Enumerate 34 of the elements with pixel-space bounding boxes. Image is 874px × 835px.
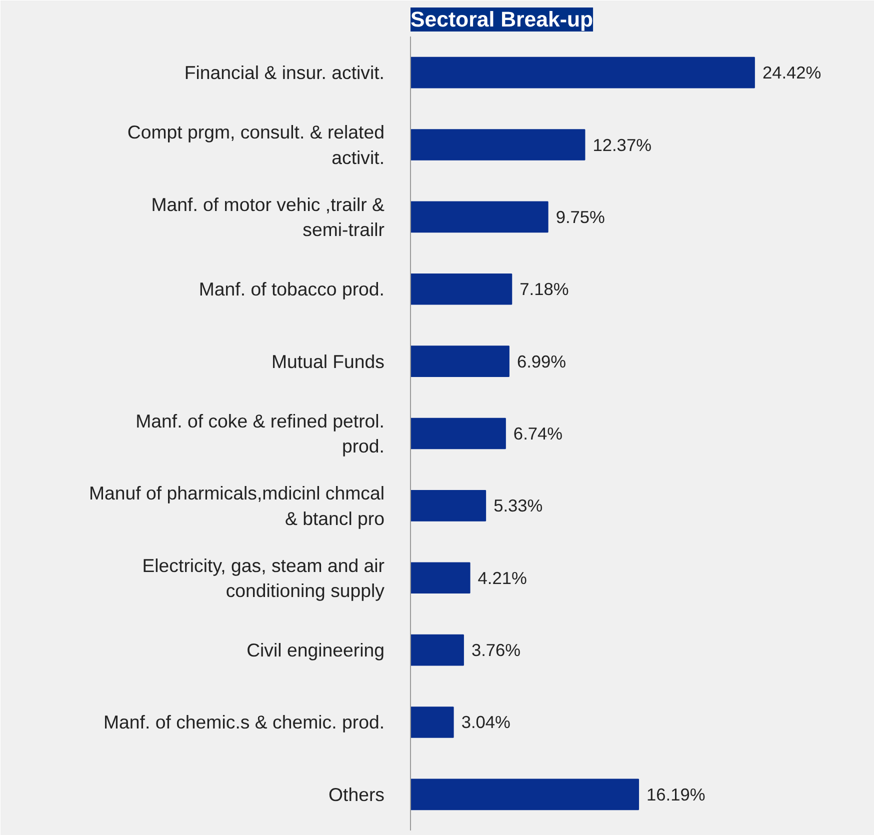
data-label: 5.33% — [494, 496, 543, 516]
data-label: 12.37% — [592, 134, 652, 155]
data-label: 16.19% — [646, 784, 706, 804]
data-label: 9.75% — [556, 206, 605, 227]
y-tick-label: Manf. of motor vehic ,trailr & semi-trailr — [151, 194, 386, 240]
y-tick-label: Manf. of chemic.s & chemic. prod. — [104, 712, 384, 733]
bar — [410, 490, 486, 522]
bar — [410, 56, 755, 88]
y-tick-label: Manf. of tobacco prod. — [198, 278, 385, 300]
y-tick-label: Financial & insur. activit. — [184, 62, 385, 84]
data-label: 24.42% — [762, 62, 822, 83]
chart-title: Sectoral Break-up — [410, 8, 594, 32]
bar — [410, 418, 506, 450]
bar — [410, 634, 464, 666]
y-tick-label: Civil engineering — [246, 640, 385, 661]
y-tick-label: Electricity, gas, steam and air conditioning supply — [142, 554, 386, 601]
bar — [410, 201, 548, 233]
y-tick-label: Manuf of pharmicals,mdicinl chmcal & btancl pro — [89, 482, 385, 529]
data-label: 7.18% — [520, 279, 569, 300]
data-label: 3.76% — [471, 640, 521, 660]
data-label: 6.74% — [513, 424, 563, 444]
bar — [410, 346, 510, 377]
bar — [410, 562, 470, 594]
data-label: 3.04% — [461, 712, 510, 732]
y-tick-label: Others — [328, 784, 385, 805]
bar — [410, 706, 454, 738]
y-tick-label: Compt prgm, consult. & related activit. — [127, 122, 385, 168]
y-tick-label: Manf. of coke & refined petrol. prod. — [136, 410, 385, 457]
data-label: 4.21% — [478, 568, 527, 588]
bar — [410, 273, 512, 305]
data-label: 6.99% — [516, 351, 566, 372]
bar — [410, 129, 586, 160]
y-tick-label: Mutual Funds — [271, 350, 384, 372]
bar — [410, 778, 640, 810]
